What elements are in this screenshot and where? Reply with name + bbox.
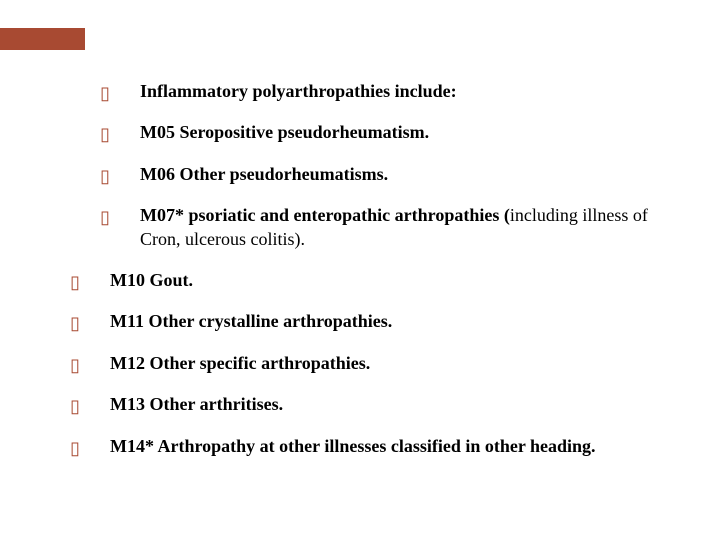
list-item: ▯ M14* Arthropathy at other illnesses cla… <box>70 435 660 458</box>
list-item: ▯ M12 Other specific arthropathies. <box>70 352 660 375</box>
bullet-icon: ▯ <box>100 82 110 105</box>
accent-bar <box>0 28 85 50</box>
bullet-icon: ▯ <box>70 271 80 294</box>
item-bold-text: M06 Other pseudorheumatisms. <box>140 164 388 184</box>
item-bold-text: M10 Gout. <box>110 270 193 290</box>
bullet-icon: ▯ <box>100 206 110 229</box>
bullet-icon: ▯ <box>100 165 110 188</box>
item-bold-text: M13 Other arthritises. <box>110 394 283 414</box>
bullet-icon: ▯ <box>70 395 80 418</box>
item-bold-text: M05 Seropositive pseudorheumatism. <box>140 122 429 142</box>
list-item: ▯ M05 Seropositive pseudorheumatism. <box>100 121 660 144</box>
list-item: ▯ M11 Other crystalline arthropathies. <box>70 310 660 333</box>
list-item: ▯ Inflammatory polyarthropathies include: <box>100 80 660 103</box>
bullet-icon: ▯ <box>70 354 80 377</box>
item-bold-text: M11 Other crystalline arthropathies. <box>110 311 392 331</box>
bullet-icon: ▯ <box>70 312 80 335</box>
item-bold-text: Inflammatory polyarthropathies include: <box>140 81 457 101</box>
bullet-list: ▯ Inflammatory polyarthropathies include:… <box>100 80 660 458</box>
bullet-icon: ▯ <box>100 123 110 146</box>
item-bold-text: M14* Arthropathy at other illnesses clas… <box>110 436 596 456</box>
list-item: ▯ M06 Other pseudorheumatisms. <box>100 163 660 186</box>
bullet-icon: ▯ <box>70 437 80 460</box>
item-bold-text: M07* psoriatic and enteropathic arthropa… <box>140 205 510 225</box>
item-bold-text: M12 Other specific arthropathies. <box>110 353 370 373</box>
list-item: ▯ M07* psoriatic and enteropathic arthrop… <box>100 204 660 251</box>
content-area: ▯ Inflammatory polyarthropathies include:… <box>100 80 660 476</box>
list-item: ▯ M13 Other arthritises. <box>70 393 660 416</box>
list-item: ▯ M10 Gout. <box>70 269 660 292</box>
